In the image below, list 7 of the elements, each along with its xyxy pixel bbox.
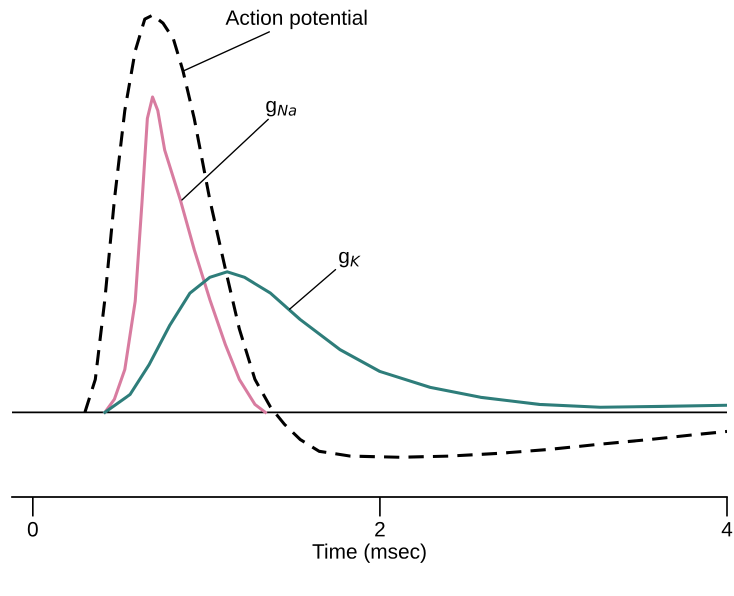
x-tick-label: 4 [722,522,732,536]
x-tick-label: 2 [375,522,385,536]
annotation: Action potential [226,10,367,30]
annotation: g$_{Na}$ [266,100,296,116]
annotation: g$_{K}$ [339,252,361,268]
x-axis-title: Time (msec) [312,544,426,563]
x-tick-label: 0 [28,522,38,537]
